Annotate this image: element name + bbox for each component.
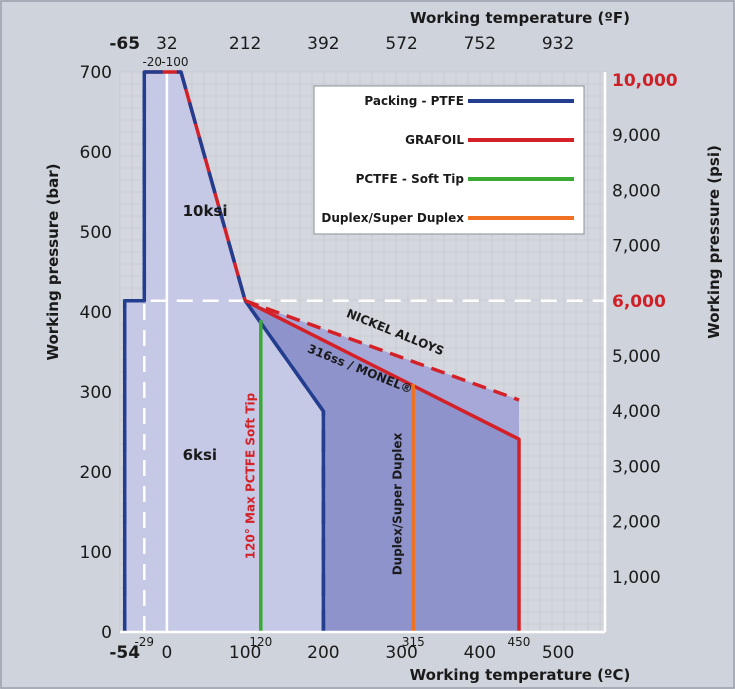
small-label: 315 <box>402 635 425 649</box>
top-tick-label: 32 <box>156 34 178 54</box>
region-label: 6ksi <box>183 446 217 464</box>
top-tick-label: 752 <box>464 34 496 54</box>
x-tick-label: -54 <box>109 643 140 663</box>
top-tick-label: 392 <box>307 34 339 54</box>
y-tick-label: 700 <box>80 63 112 83</box>
small-label: 450 <box>507 635 530 649</box>
small-label: -100 <box>161 55 188 69</box>
small-label: -29 <box>134 635 154 649</box>
right-axis-title: Working pressure (psi) <box>705 145 723 339</box>
series-line-packing-ptfe-right <box>243 299 326 632</box>
top-tick-label: 572 <box>385 34 417 54</box>
small-label: 120 <box>249 635 272 649</box>
top-axis-title: Working temperature (ºF) <box>410 9 630 27</box>
legend-label: Packing - PTFE <box>364 94 464 108</box>
series <box>122 70 521 632</box>
right-tick-label: 7,000 <box>612 237 661 257</box>
right-tick-label: 6,000 <box>612 292 666 312</box>
legend: Packing - PTFE GRAFOIL PCTFE - Soft Tip Dup… <box>313 85 585 235</box>
y-tick-label: 0 <box>101 623 112 643</box>
legend-label: PCTFE - Soft Tip <box>356 172 465 186</box>
y-tick-label: 400 <box>80 303 112 323</box>
right-tick-label: 5,000 <box>612 347 661 367</box>
x-axis-title: Working temperature (ºC) <box>410 666 631 684</box>
x-tick-label: 200 <box>307 643 339 663</box>
right-tick-label: 10,000 <box>612 71 678 91</box>
y-tick-label: 200 <box>80 463 112 483</box>
y-axis-title: Working pressure (bar) <box>44 163 62 360</box>
right-tick-label: 4,000 <box>612 402 661 422</box>
top-tick-label: -65 <box>109 34 140 54</box>
x-tick-label: 100 <box>229 643 261 663</box>
x-tick-label: 500 <box>542 643 574 663</box>
y-tick-label: 500 <box>80 223 112 243</box>
x-tick-label: 0 <box>162 643 173 663</box>
y-tick-label: 600 <box>80 143 112 163</box>
legend-label: Duplex/Super Duplex <box>321 211 464 225</box>
legend-label: GRAFOIL <box>405 133 464 147</box>
guides <box>124 72 605 632</box>
region-label: 10ksi <box>183 202 228 220</box>
right-tick-label: 9,000 <box>612 126 661 146</box>
right-tick-label: 3,000 <box>612 457 661 477</box>
annotation-label: Duplex/Super Duplex <box>391 432 405 575</box>
legend-box <box>313 85 585 235</box>
top-tick-label: 212 <box>229 34 261 54</box>
small-label: -20 <box>142 55 162 69</box>
series-line-nickel-alloys <box>244 299 520 402</box>
x-tick-label: 300 <box>385 643 417 663</box>
top-tick-label: 932 <box>542 34 574 54</box>
annotation-label: 120° Max PCTFE Soft Tip <box>244 392 258 559</box>
series-line-packing-ptfe-left <box>122 72 147 632</box>
right-tick-label: 1,000 <box>612 568 661 588</box>
fill-ptfe-envelope <box>124 72 324 632</box>
right-tick-label: 8,000 <box>612 181 661 201</box>
y-tick-label: 300 <box>80 383 112 403</box>
right-tick-label: 2,000 <box>612 513 661 533</box>
y-tick-label: 100 <box>80 543 112 563</box>
x-tick-label: 400 <box>464 643 496 663</box>
